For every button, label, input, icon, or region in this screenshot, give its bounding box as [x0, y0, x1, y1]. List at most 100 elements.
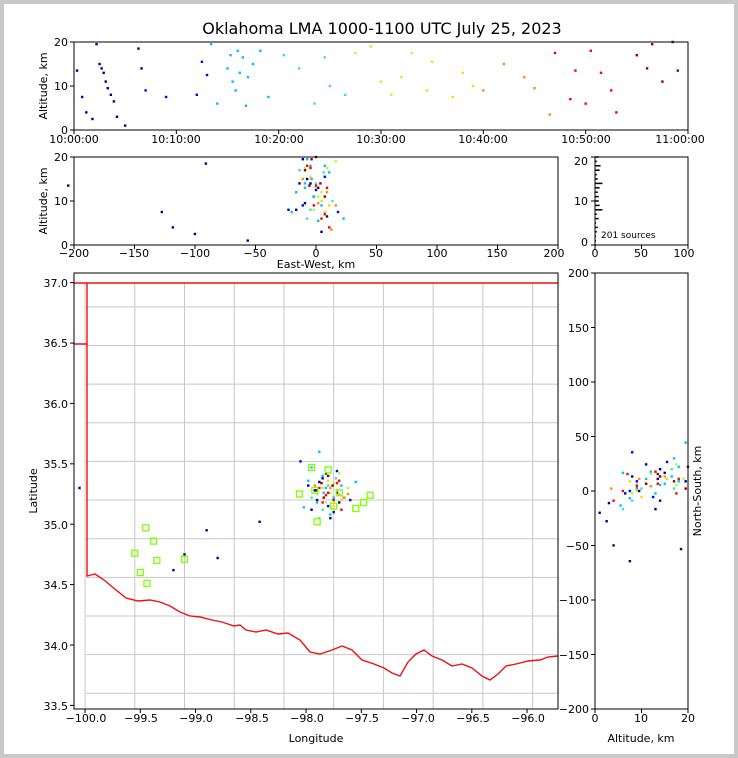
plan-view-point — [326, 504, 330, 508]
plan-view-point — [349, 498, 352, 502]
time-height-point — [95, 43, 98, 46]
ns-height-ylabel: North-South, km — [691, 446, 704, 537]
ns-height-point — [672, 480, 676, 483]
ns-height-ytick: −100 — [559, 594, 589, 607]
ew-height-point — [171, 226, 175, 229]
ns-height-point — [628, 480, 632, 483]
ns-height-point — [672, 487, 676, 490]
plan-view-point — [318, 450, 321, 453]
ew-height-point — [325, 166, 329, 170]
time-height-point — [112, 100, 116, 103]
time-height-point — [216, 102, 219, 105]
time-height-ytick: 10 — [54, 80, 68, 93]
time-height-xticks: 10:00:00 10:10:00 10:20:00 10:30:00 10:4… — [49, 133, 704, 146]
plan-view-point — [318, 486, 321, 490]
ns-height-point — [626, 472, 629, 476]
time-height-xtick: 10:00:00 — [49, 133, 98, 146]
ew-height-point — [317, 186, 320, 189]
ns-height-point — [631, 475, 634, 478]
ew-height-point — [303, 182, 307, 185]
plan-view-point — [338, 472, 341, 475]
ns-height-point — [675, 492, 678, 495]
station-marker — [143, 579, 151, 588]
plan-view-point — [335, 481, 339, 485]
plan-view-point — [332, 498, 335, 502]
ns-height-point — [607, 501, 611, 505]
plan-xtick: −98.5 — [235, 712, 269, 725]
ns-height-point — [684, 487, 687, 490]
ns-height-point — [628, 489, 632, 493]
ew-height-point — [334, 160, 338, 163]
plan-xtick: −96.5 — [456, 712, 490, 725]
time-height-point — [589, 49, 592, 52]
ew-height-point — [309, 182, 312, 185]
ns-height-ytick: −200 — [559, 703, 589, 716]
ns-height-point — [663, 482, 666, 485]
ew-height-point — [314, 188, 318, 192]
plan-xtick: −97.0 — [401, 712, 435, 725]
ns-height-point — [656, 477, 659, 481]
station-marker — [359, 498, 368, 507]
ew-height-point — [301, 158, 304, 161]
ns-height-panel: 200 150 100 50 0 −50 −100 −150 −200 0 10… — [559, 267, 704, 745]
tick-marks — [70, 41, 689, 713]
plan-view-point — [172, 568, 175, 572]
ew-height-point — [325, 215, 329, 218]
ew-height-point — [319, 182, 322, 185]
ew-height-point — [312, 208, 315, 211]
plan-view-point — [332, 504, 335, 508]
ew-height-point — [328, 226, 331, 229]
histogram-xtick: 0 — [592, 247, 599, 260]
ns-height-point — [635, 489, 639, 493]
time-height-point — [548, 113, 552, 116]
ew-height-point — [314, 186, 318, 189]
time-height-ytick: 0 — [61, 124, 68, 137]
ns-height-point — [675, 463, 678, 466]
plan-view-point — [258, 520, 261, 523]
plan-view-point — [342, 496, 345, 499]
histogram-ytick: 20 — [574, 155, 588, 168]
ew-height-ytick: 20 — [54, 151, 68, 164]
time-height-point — [533, 87, 536, 90]
histogram-ytick: 10 — [574, 195, 588, 208]
ew-height-point — [287, 208, 290, 211]
plan-view-point — [324, 486, 328, 490]
time-height-point — [650, 43, 654, 46]
plan-view-point — [326, 491, 330, 495]
time-height-panel: Altitude, km 0 10 20 10:00:00 10:10:00 1… — [37, 36, 705, 146]
ns-height-point — [619, 504, 622, 507]
ew-height-point — [309, 166, 312, 170]
ew-height-point — [193, 232, 197, 236]
ew-height-point — [309, 164, 312, 167]
county-boundaries — [84, 283, 558, 709]
time-height-point — [259, 49, 262, 52]
plan-ytick: 36.5 — [44, 337, 69, 350]
ns-height-point — [598, 511, 601, 514]
time-height-points — [75, 40, 679, 127]
ew-height-xtick: 100 — [427, 247, 448, 260]
ns-height-point — [684, 441, 687, 444]
plan-view-point — [315, 501, 319, 504]
time-height-point — [195, 93, 198, 96]
ns-height-point — [663, 471, 666, 475]
ew-height-point — [305, 158, 309, 161]
ns-height-point — [679, 547, 683, 551]
time-height-xtick: 10:50:00 — [561, 133, 610, 146]
time-height-point — [599, 71, 603, 74]
ew-height-point — [309, 208, 312, 211]
ew-height-point — [305, 164, 309, 167]
ns-height-xticks: 0 10 20 — [592, 712, 696, 725]
station-marker — [149, 537, 158, 545]
time-height-point — [234, 89, 237, 92]
plan-ytick: 34.5 — [44, 579, 69, 592]
time-height-point — [410, 51, 413, 55]
plan-view-point — [324, 494, 328, 497]
time-height-point — [313, 102, 316, 105]
ew-height-point — [323, 175, 327, 178]
ew-height-point — [312, 195, 315, 198]
ew-height-point — [320, 199, 323, 203]
time-height-point — [482, 89, 485, 92]
time-height-point — [144, 89, 147, 92]
histogram-ytick: 0 — [581, 236, 588, 249]
plan-view-point — [340, 498, 343, 502]
